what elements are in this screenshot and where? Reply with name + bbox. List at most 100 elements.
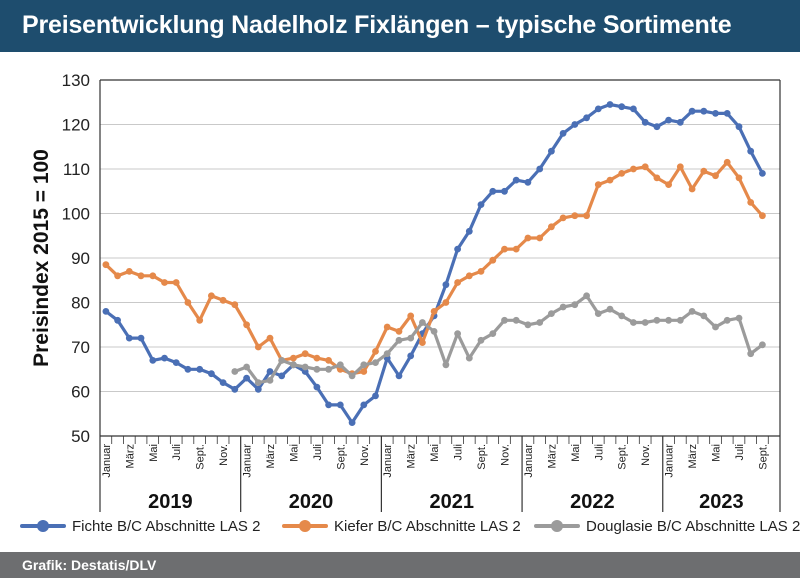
data-point-0-0: [102, 308, 110, 315]
data-point-2-28: [559, 303, 567, 311]
data-point-1-44: [618, 170, 626, 177]
data-point-0-3: [137, 334, 145, 342]
data-point-1-18: [313, 354, 321, 362]
data-point-2-23: [501, 316, 508, 324]
data-point-1-25: [395, 328, 403, 335]
y-axis-title: Preisindex 2015 = 100: [30, 149, 53, 367]
source-credit: Grafik: Destatis/DLV: [22, 557, 157, 573]
data-point-0-38: [548, 147, 555, 155]
x-tick-label-32: Sept.: [476, 444, 488, 470]
data-point-2-39: [688, 308, 696, 315]
data-point-0-26: [407, 352, 415, 360]
data-point-0-46: [641, 118, 649, 126]
data-point-1-52: [712, 172, 719, 180]
legend-dot-kiefer: [299, 520, 311, 532]
data-point-1-17: [301, 350, 309, 358]
data-point-1-43: [606, 176, 614, 184]
x-tick-label-56: Sept.: [757, 444, 769, 470]
y-tick-label-130: 130: [62, 71, 90, 90]
data-point-0-10: [219, 379, 227, 386]
data-point-1-36: [524, 234, 532, 242]
year-label-2021: 2021: [429, 491, 474, 512]
label-layer: 50 60 70 80 90 100 110 120 130 Januar März Mai Juli S…: [30, 71, 769, 512]
series-line-0: [104, 102, 764, 425]
data-point-1-0: [102, 261, 110, 269]
data-point-0-54: [735, 123, 743, 131]
x-tick-label-2: März: [124, 444, 136, 468]
data-point-1-34: [501, 245, 508, 253]
x-tick-label-6: Juli: [171, 444, 183, 461]
data-point-0-20: [336, 401, 344, 409]
year-label-2022: 2022: [570, 491, 615, 512]
data-point-1-9: [208, 292, 215, 300]
x-tick-label-14: März: [265, 444, 277, 468]
x-tick-label-30: Juli: [453, 444, 465, 461]
data-point-2-17: [430, 328, 438, 335]
data-point-1-27: [419, 339, 426, 346]
data-point-0-7: [184, 365, 192, 373]
data-point-1-41: [583, 212, 590, 220]
data-point-1-49: [676, 163, 684, 171]
data-point-1-35: [512, 245, 520, 253]
data-point-2-44: [747, 350, 755, 358]
data-point-1-14: [266, 334, 274, 342]
x-tick-label-16: Mai: [288, 444, 300, 462]
legend-dot-douglasie: [551, 520, 563, 532]
data-point-0-21: [348, 419, 356, 426]
data-point-0-37: [536, 165, 544, 173]
data-point-0-56: [759, 170, 766, 177]
title-bar: Preisentwicklung Nadelholz Fixlängen – t…: [0, 0, 800, 52]
data-point-0-35: [512, 176, 520, 184]
x-tick-label-52: Mai: [711, 444, 723, 462]
series-2: [231, 292, 766, 386]
y-tick-label-90: 90: [71, 249, 90, 268]
data-point-2-12: [372, 359, 379, 366]
data-point-1-8: [196, 316, 204, 324]
data-point-0-32: [477, 201, 485, 209]
x-tick-label-8: Sept.: [195, 444, 207, 470]
x-tick-label-24: Januar: [382, 444, 394, 478]
data-point-1-48: [665, 181, 672, 189]
data-point-0-14: [266, 368, 274, 375]
data-point-0-48: [665, 116, 672, 124]
x-tick-label-42: Juli: [593, 444, 605, 461]
x-tick-label-0: Januar: [101, 444, 113, 478]
data-point-0-1: [114, 316, 121, 324]
data-point-2-3: [266, 377, 274, 384]
x-tick-label-10: Nov.: [218, 444, 230, 466]
x-tick-label-26: März: [406, 444, 418, 468]
data-point-2-15: [407, 334, 415, 342]
data-point-0-40: [571, 121, 579, 128]
data-point-2-11: [360, 361, 368, 369]
legend-item-fichte: Fichte B/C Abschnitte LAS 2: [18, 516, 260, 536]
y-tick-label-60: 60: [71, 383, 90, 402]
data-point-0-31: [465, 227, 473, 235]
legend-marker-douglasie: [532, 516, 582, 536]
data-point-2-29: [571, 301, 579, 309]
data-point-1-33: [489, 256, 497, 264]
data-point-2-9: [336, 361, 344, 369]
data-point-2-42: [723, 316, 731, 324]
data-point-1-13: [254, 343, 262, 351]
x-tick-label-20: Sept.: [335, 444, 347, 470]
data-point-2-6: [301, 363, 309, 371]
data-point-0-33: [489, 187, 497, 195]
data-point-2-1: [243, 363, 251, 371]
data-point-0-5: [161, 354, 168, 362]
data-point-1-31: [465, 272, 473, 280]
data-point-0-41: [583, 114, 590, 122]
data-point-1-30: [454, 279, 461, 286]
data-point-1-37: [536, 234, 544, 242]
x-tick-label-18: Juli: [312, 444, 324, 461]
data-point-2-24: [512, 316, 520, 324]
data-point-1-53: [723, 158, 731, 166]
chart-title: Preisentwicklung Nadelholz Fixlängen – t…: [22, 11, 732, 39]
data-point-1-45: [630, 165, 637, 173]
footer-bar: Grafik: Destatis/DLV: [0, 552, 800, 578]
series-1: [102, 158, 766, 378]
data-point-0-29: [442, 281, 450, 289]
data-point-2-8: [325, 365, 332, 373]
data-point-2-34: [630, 319, 637, 326]
y-tick-label-50: 50: [71, 427, 90, 446]
data-point-1-7: [184, 299, 192, 306]
